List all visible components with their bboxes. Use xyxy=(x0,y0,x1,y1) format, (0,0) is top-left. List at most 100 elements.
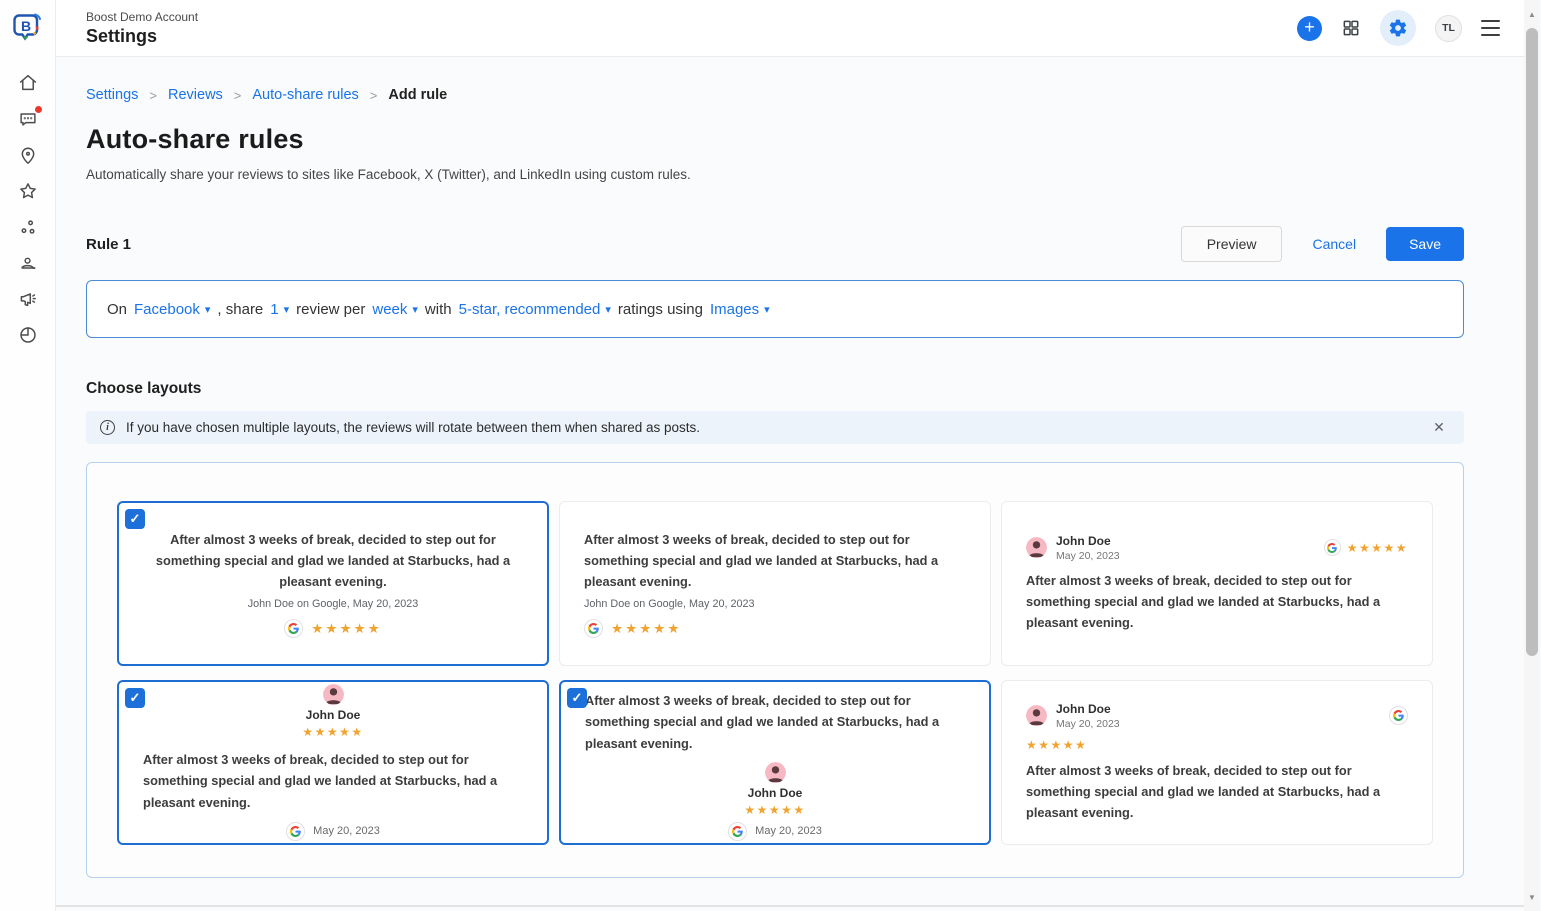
settings-button[interactable] xyxy=(1380,10,1416,46)
layout-card-header-badge-right[interactable]: John Doe May 20, 2023 ★★★★★ After almost… xyxy=(1001,680,1433,845)
rule-sentence: On Facebook , share 1 review per week wi… xyxy=(107,301,770,318)
info-banner: If you have chosen multiple layouts, the… xyxy=(86,411,1464,444)
media-dropdown[interactable]: Images xyxy=(710,301,770,318)
star-rating: ★★★★★ xyxy=(1346,540,1408,555)
layout-checkbox-checked[interactable] xyxy=(567,688,587,708)
breadcrumb: Settings Reviews Auto-share rules Add ru… xyxy=(86,87,1464,103)
menu-button[interactable] xyxy=(1481,20,1500,36)
sidebar-item-home[interactable] xyxy=(10,72,46,94)
scroll-down-icon[interactable] xyxy=(1524,889,1540,905)
page-title: Auto-share rules xyxy=(86,124,304,154)
close-icon[interactable] xyxy=(1430,419,1448,437)
create-button[interactable] xyxy=(1297,15,1322,41)
rule-sentence-box: On Facebook , share 1 review per week wi… xyxy=(86,280,1464,338)
sidebar-item-insights[interactable] xyxy=(10,324,46,346)
review-text: After almost 3 weeks of break, decided t… xyxy=(585,693,940,751)
breadcrumb-separator xyxy=(149,88,157,103)
breadcrumb-reviews[interactable]: Reviews xyxy=(168,87,223,103)
app-logo[interactable]: B xyxy=(11,10,45,44)
reviewer-name: John Doe xyxy=(1056,701,1111,716)
layout-card-avatar-top[interactable]: John Doe ★★★★★ After almost 3 weeks of b… xyxy=(117,680,549,845)
layout-card-header-stars-right[interactable]: John Doe May 20, 2023 ★★★★★ After almost… xyxy=(1001,501,1433,666)
review-meta: ★★★★★ xyxy=(584,619,966,639)
info-banner-text: If you have chosen multiple layouts, the… xyxy=(126,420,701,435)
scrollbar-thumb[interactable] xyxy=(1526,28,1538,656)
gear-icon xyxy=(1389,19,1407,37)
layout-checkbox-checked[interactable] xyxy=(125,509,145,529)
notification-badge xyxy=(33,105,43,114)
contacts-icon xyxy=(20,257,36,269)
sidebar: B xyxy=(0,0,56,911)
sidebar-item-campaigns[interactable] xyxy=(10,288,46,310)
breadcrumb-settings[interactable]: Settings xyxy=(86,87,139,103)
layout-cards-container: After almost 3 weeks of break, decided t… xyxy=(86,462,1464,878)
reviewer-name: John Doe xyxy=(1056,533,1111,548)
review-date: May 20, 2023 xyxy=(1056,549,1120,562)
layout-checkbox-checked[interactable] xyxy=(125,688,145,708)
reviewer-name: John Doe xyxy=(305,708,361,723)
sidebar-item-reviews[interactable] xyxy=(10,180,46,202)
sidebar-item-locations[interactable] xyxy=(10,144,46,166)
reviewer-avatar xyxy=(322,684,344,706)
star-rating: ★★★★★ xyxy=(311,620,382,636)
cancel-button[interactable]: Cancel xyxy=(1308,228,1360,260)
apps-grid-icon xyxy=(1343,20,1359,36)
svg-text:B: B xyxy=(21,18,31,34)
review-date: May 20, 2023 xyxy=(755,825,822,838)
count-dropdown[interactable]: 1 xyxy=(270,301,289,318)
sidebar-item-messages[interactable] xyxy=(10,105,46,130)
review-text: After almost 3 weeks of break, decided t… xyxy=(155,531,511,590)
star-icon xyxy=(19,183,36,199)
review-text: After almost 3 weeks of break, decided t… xyxy=(1026,572,1381,631)
rule-label: Rule 1 xyxy=(86,235,132,253)
sentence-with: with xyxy=(424,300,452,318)
review-attribution: John Doe on Google, May 20, 2023 xyxy=(584,598,755,611)
layout-card-left-quote[interactable]: After almost 3 weeks of break, decided t… xyxy=(559,501,991,666)
topbar-actions: TL xyxy=(1297,10,1500,46)
content: Settings Reviews Auto-share rules Add ru… xyxy=(56,57,1526,878)
google-icon xyxy=(284,619,304,639)
review-header: John Doe May 20, 2023 ★★★★★ xyxy=(1026,534,1408,562)
review-meta: May 20, 2023 xyxy=(585,821,965,841)
review-date: May 20, 2023 xyxy=(1056,717,1120,730)
reviewer-avatar xyxy=(764,761,786,783)
network-dropdown[interactable]: Facebook xyxy=(134,301,210,318)
sidebar-item-contacts[interactable] xyxy=(10,252,46,274)
logo-icon: B xyxy=(12,13,41,41)
vertical-scrollbar[interactable] xyxy=(1524,0,1540,911)
review-meta: ★★★★★ xyxy=(284,619,382,639)
home-icon xyxy=(19,74,36,91)
info-icon xyxy=(100,420,115,435)
sentence-share: , share xyxy=(217,300,264,318)
scroll-up-icon[interactable] xyxy=(1524,6,1540,22)
rule-header: Rule 1 Preview Cancel Save xyxy=(86,226,1464,262)
breadcrumb-auto-share-rules[interactable]: Auto-share rules xyxy=(252,87,359,103)
sidebar-nav xyxy=(10,72,46,346)
messages-icon xyxy=(19,113,36,126)
user-avatar[interactable]: TL xyxy=(1435,14,1462,42)
save-button[interactable]: Save xyxy=(1386,227,1464,261)
preview-button[interactable]: Preview xyxy=(1180,226,1283,262)
choose-layouts-heading: Choose layouts xyxy=(86,380,202,397)
page-subtitle: Automatically share your reviews to site… xyxy=(86,167,691,182)
rule-actions: Preview Cancel Save xyxy=(1180,226,1464,262)
layout-card-centered-quote[interactable]: After almost 3 weeks of break, decided t… xyxy=(117,501,549,666)
review-text: After almost 3 weeks of break, decided t… xyxy=(1026,762,1381,821)
google-icon xyxy=(728,821,748,841)
layout-card-quote-top-avatar-bottom[interactable]: After almost 3 weeks of break, decided t… xyxy=(559,680,991,845)
review-attribution: John Doe on Google, May 20, 2023 xyxy=(247,598,419,611)
rating-dropdown[interactable]: 5-star, recommended xyxy=(459,301,611,318)
main-area: Boost Demo Account Settings TL Settings xyxy=(56,0,1526,911)
megaphone-icon xyxy=(20,293,36,307)
google-icon xyxy=(584,619,603,639)
reviewer-block: John Doe ★★★★★ xyxy=(585,761,965,817)
layout-cards-grid: After almost 3 weeks of break, decided t… xyxy=(117,501,1433,845)
apps-grid-button[interactable] xyxy=(1341,18,1361,38)
period-dropdown[interactable]: week xyxy=(372,301,418,318)
rating-block: ★★★★★ xyxy=(1323,539,1408,557)
reviewer-block: John Doe May 20, 2023 xyxy=(1026,702,1120,730)
breadcrumb-separator xyxy=(370,88,378,103)
sidebar-item-social[interactable] xyxy=(10,216,46,238)
insights-pie-icon xyxy=(19,327,36,343)
